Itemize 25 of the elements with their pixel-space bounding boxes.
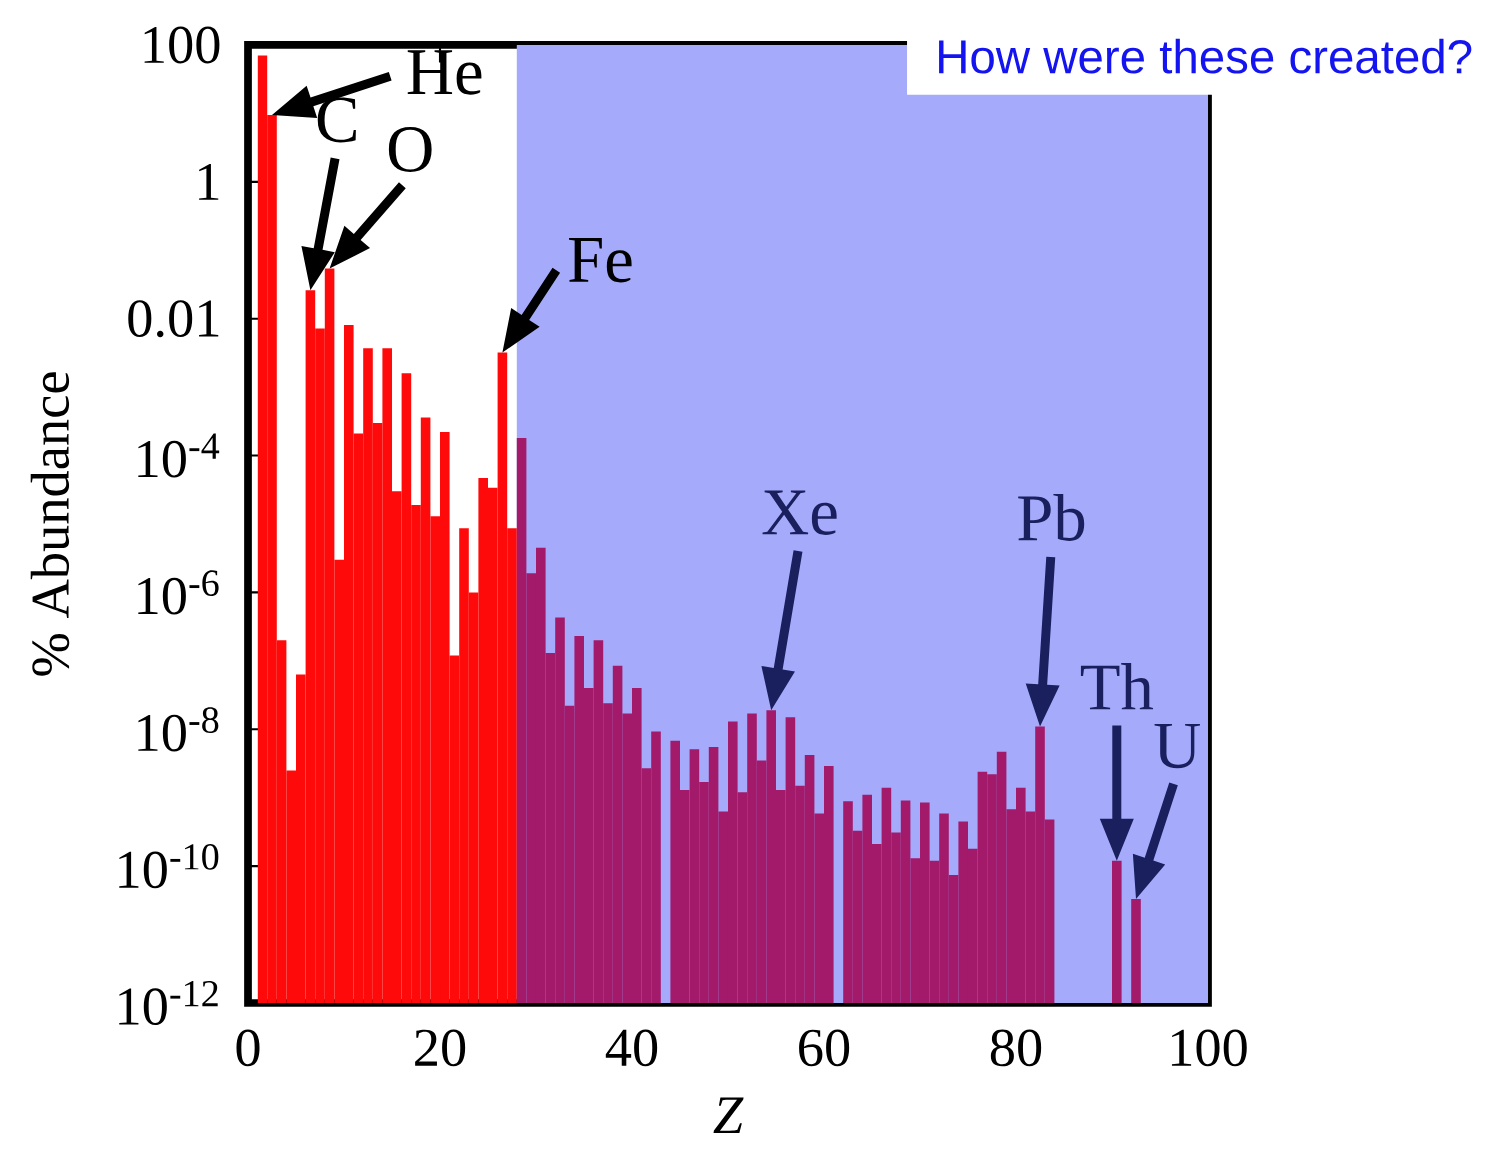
x-axis-title: Z <box>713 1097 744 1134</box>
x-tick-label: 40 <box>605 1029 658 1067</box>
y-tick-label: 10$^{-6}$ <box>138 570 219 615</box>
annotation: How were these created? <box>939 38 1472 74</box>
y-tick-label: 0.01 <box>128 300 219 338</box>
annotation: C <box>317 97 356 143</box>
annotation: U <box>1154 723 1200 769</box>
y-tick-label: 10$^{-10}$ <box>119 844 219 889</box>
annotation: O <box>388 127 432 172</box>
x-tick-label: 100 <box>1171 1029 1247 1067</box>
y-tick-label: 10$^{-12}$ <box>119 980 218 1026</box>
y-tick-label: 10$^{-4}$ <box>138 433 220 478</box>
x-tick-label: 0 <box>236 1029 260 1067</box>
annotation: Th <box>1080 663 1154 710</box>
y-tick-label: 1 <box>199 163 219 200</box>
y-axis-title: % Abundance <box>30 372 70 676</box>
annotation: Fe <box>569 238 632 283</box>
x-tick-label: 80 <box>990 1029 1042 1067</box>
x-tick-label: 60 <box>799 1029 850 1067</box>
annotation: He <box>407 50 482 95</box>
y-tick-label: 100 <box>144 26 220 64</box>
y-tick-label: 10$^{-8}$ <box>138 707 219 752</box>
x-tick-label: 20 <box>415 1029 466 1067</box>
annotation: Pb <box>1018 493 1085 541</box>
annotation: Xe <box>762 490 837 535</box>
